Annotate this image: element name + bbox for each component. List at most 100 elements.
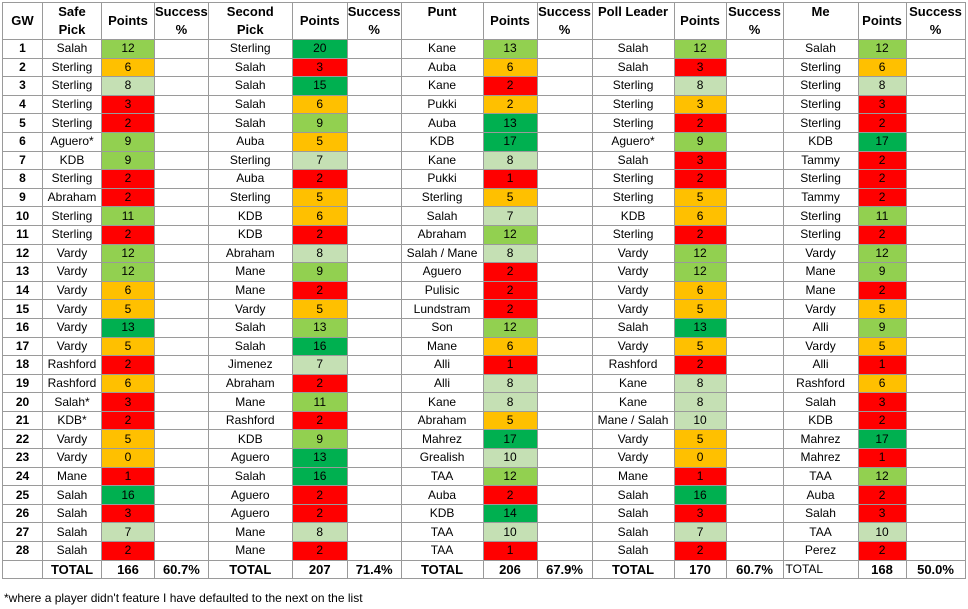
- second-success-cell: [346, 317, 402, 338]
- punt-success-header-2: %: [536, 21, 593, 40]
- me-points-cell: 10: [857, 522, 907, 543]
- me-player-cell: TAA: [782, 466, 859, 487]
- poll-player-cell: KDB: [591, 206, 675, 226]
- gw-cell: 24: [2, 466, 43, 487]
- safe-player-cell: Abraham: [42, 187, 102, 208]
- safe-success-cell: [154, 466, 209, 487]
- gw-cell: 2: [2, 57, 43, 78]
- punt-success-cell: [536, 187, 593, 208]
- punt-player-cell: Mane: [400, 336, 484, 357]
- table-row: 6 Aguero* 9 Auba 5 KDB 17 Aguero* 9 KDB 17: [2, 131, 966, 152]
- second-success-cell: [346, 243, 402, 264]
- poll-success-cell: [725, 410, 784, 431]
- second-player-cell: Auba: [207, 169, 293, 189]
- me-points-cell: 2: [857, 485, 907, 505]
- safe-player-cell: Vardy: [42, 280, 102, 301]
- second-success-cell: [346, 373, 402, 394]
- me-points-cell: 2: [857, 187, 907, 208]
- poll-points-cell: 8: [673, 373, 727, 394]
- poll-success-cell: [725, 150, 784, 171]
- punt-success-cell: [536, 131, 593, 152]
- poll-success-cell: [725, 243, 784, 264]
- table-row: 19 Rashford 6 Abraham 2 Alli 8 Kane 8 Rashford 6: [2, 373, 966, 394]
- table-row: 14 Vardy 6 Mane 2 Pulisic 2 Vardy 6 Mane 2: [2, 280, 966, 301]
- second-total-points: 207: [291, 559, 348, 580]
- poll-points-cell: 10: [673, 410, 727, 431]
- poll-success-cell: [725, 503, 784, 524]
- second-player-cell: KDB: [207, 224, 293, 245]
- me-success-cell: [905, 541, 966, 561]
- me-player-cell: Tammy: [782, 150, 859, 171]
- me-player-cell: Vardy: [782, 299, 859, 319]
- second-success-cell: [346, 429, 402, 450]
- poll-leader-header: Poll Leader: [591, 2, 675, 21]
- second-success-cell: [346, 336, 402, 357]
- gw-cell: 19: [2, 373, 43, 394]
- second-player-cell: Salah: [207, 317, 293, 338]
- safe-player-cell: Vardy: [42, 262, 102, 282]
- second-points-cell: 7: [291, 355, 348, 375]
- safe-player-cell: Salah: [42, 503, 102, 524]
- gw-cell: 8: [2, 169, 43, 189]
- second-points-cell: 9: [291, 429, 348, 450]
- me-success-cell: [905, 187, 966, 208]
- poll-points-cell: 3: [673, 503, 727, 524]
- safe-points-cell: 5: [101, 299, 155, 319]
- poll-success-header: Success: [725, 2, 784, 21]
- gw-cell: 20: [2, 392, 43, 412]
- gw-cell: 1: [2, 39, 43, 59]
- punt-points-cell: 1: [482, 541, 538, 561]
- second-points-cell: 15: [291, 76, 348, 96]
- gw-cell: 11: [2, 224, 43, 245]
- safe-pick-header: Safe: [42, 2, 102, 21]
- second-player-cell: Abraham: [207, 243, 293, 264]
- poll-success-cell: [725, 262, 784, 282]
- poll-success-cell: [725, 317, 784, 338]
- poll-player-cell: Sterling: [591, 224, 675, 245]
- second-player-cell: Aguero: [207, 448, 293, 468]
- poll-player-cell: Salah: [591, 541, 675, 561]
- safe-points-cell: 12: [101, 262, 155, 282]
- poll-total-points: 170: [673, 559, 727, 580]
- gw-cell: 12: [2, 243, 43, 264]
- safe-player-cell: Rashford: [42, 373, 102, 394]
- punt-success-cell: [536, 336, 593, 357]
- table-row: 23 Vardy 0 Aguero 13 Grealish 10 Vardy 0 Mahrez 1: [2, 448, 966, 468]
- poll-player-cell: Sterling: [591, 187, 675, 208]
- table-row: 24 Mane 1 Salah 16 TAA 12 Mane 1 TAA 12: [2, 466, 966, 487]
- safe-success-cell: [154, 224, 209, 245]
- punt-player-cell: Auba: [400, 485, 484, 505]
- safe-success-cell: [154, 317, 209, 338]
- second-success-cell: [346, 169, 402, 189]
- safe-player-cell: Sterling: [42, 113, 102, 133]
- me-player-cell: Vardy: [782, 336, 859, 357]
- second-player-cell: Salah: [207, 466, 293, 487]
- poll-points-cell: 2: [673, 113, 727, 133]
- punt-success-cell: [536, 150, 593, 171]
- punt-points-cell: 10: [482, 522, 538, 543]
- punt-points-cell: 6: [482, 336, 538, 357]
- punt-points-cell: 2: [482, 262, 538, 282]
- gw-cell: 10: [2, 206, 43, 226]
- poll-player-cell: Vardy: [591, 336, 675, 357]
- second-player-cell: Sterling: [207, 39, 293, 59]
- second-success-header: Success: [346, 2, 402, 21]
- poll-success-cell: [725, 57, 784, 78]
- me-player-cell: Salah: [782, 39, 859, 59]
- me-success-cell: [905, 485, 966, 505]
- gw-cell: 9: [2, 187, 43, 208]
- me-success-cell: [905, 317, 966, 338]
- punt-header: Punt: [400, 2, 484, 21]
- header-row-1: GW Safe Points Success Second Points Suc…: [2, 2, 966, 40]
- poll-points-cell: 5: [673, 187, 727, 208]
- me-points-cell: 2: [857, 169, 907, 189]
- punt-points-cell: 5: [482, 187, 538, 208]
- poll-success-cell: [725, 131, 784, 152]
- gw-cell: 27: [2, 522, 43, 543]
- poll-points-cell: 16: [673, 485, 727, 505]
- poll-player-cell: Salah: [591, 503, 675, 524]
- punt-player-cell: TAA: [400, 522, 484, 543]
- second-success-cell: [346, 131, 402, 152]
- poll-total-label: TOTAL: [591, 559, 675, 580]
- second-player-cell: Vardy: [207, 299, 293, 319]
